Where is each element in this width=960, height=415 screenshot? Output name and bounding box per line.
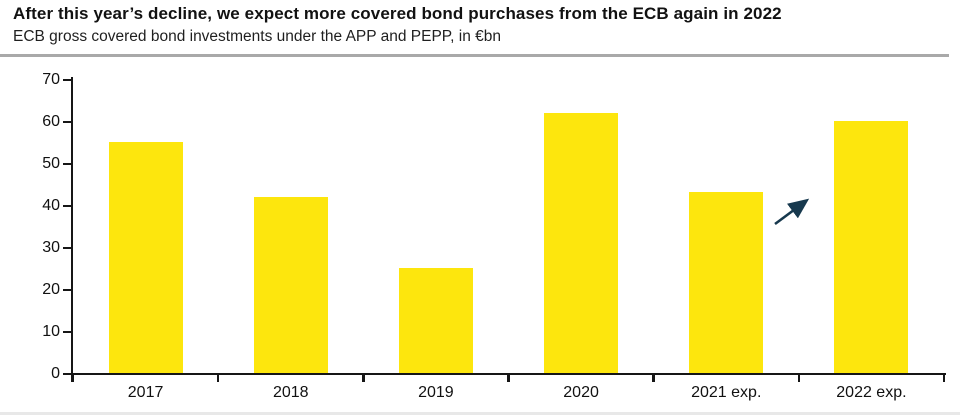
bar-2019 (398, 268, 473, 373)
x-axis-tick (216, 374, 220, 382)
trend-arrow-icon (774, 198, 810, 226)
y-tick-label: 60 (42, 113, 60, 130)
x-axis-tick (362, 374, 365, 382)
bar-2022-exp- (834, 121, 909, 373)
bar-chart: 0 10 20 30 40 50 60 70 2017 2018 2019 2020 2021 exp.… (0, 60, 960, 405)
y-tick-label: 50 (42, 155, 60, 172)
y-tick-label: 70 (42, 71, 60, 88)
x-tick-label: 2022 exp. (836, 384, 907, 401)
bar-2020 (544, 112, 619, 373)
bar-2017 (108, 142, 183, 373)
x-tick-label: 2021 exp. (691, 384, 762, 401)
y-axis-tick (63, 163, 71, 166)
chart-title: After this year’s decline, we expect mor… (13, 4, 782, 23)
y-axis-tick (63, 121, 71, 124)
y-axis-line (71, 77, 74, 382)
x-axis-tick (797, 374, 801, 382)
x-tick-label: 2017 (127, 384, 164, 401)
y-axis-tick (63, 205, 71, 208)
x-axis-tick (507, 374, 510, 382)
x-axis-tick (652, 374, 655, 382)
y-axis-tick (63, 79, 71, 82)
x-axis-tick (71, 374, 75, 382)
x-tick-label: 2018 (272, 384, 309, 401)
bar-2021-exp- (689, 192, 764, 373)
y-axis-tick (63, 289, 71, 292)
x-tick-label: 2019 (418, 384, 454, 401)
y-axis-tick (63, 373, 71, 376)
y-tick-label: 20 (42, 281, 60, 298)
y-tick-label: 40 (42, 197, 60, 214)
y-tick-label: 30 (42, 239, 60, 256)
y-tick-label: 0 (51, 365, 60, 382)
bottom-edge (0, 412, 960, 415)
y-axis-tick (63, 247, 71, 250)
x-tick-label: 2020 (563, 384, 599, 401)
y-axis-tick (63, 331, 71, 334)
y-tick-label: 10 (42, 323, 60, 340)
chart-subtitle: ECB gross covered bond investments under… (13, 28, 501, 45)
header-divider (0, 54, 949, 57)
bar-2018 (253, 196, 328, 373)
x-axis-tick (942, 374, 946, 382)
